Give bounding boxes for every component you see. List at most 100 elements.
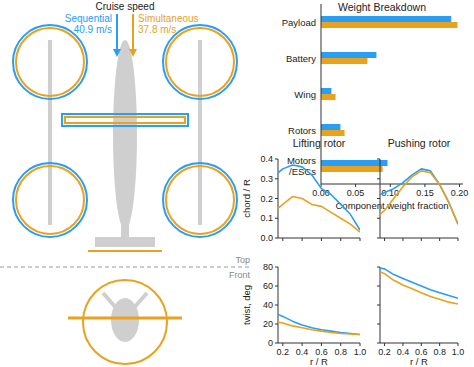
tick bbox=[459, 184, 460, 187]
boom bbox=[198, 40, 202, 225]
tick bbox=[402, 238, 403, 241]
tick bbox=[439, 343, 440, 346]
config-speed: 40.9 m/s bbox=[74, 24, 112, 35]
tick bbox=[377, 198, 380, 199]
divider bbox=[0, 267, 252, 268]
rotor-simultaneous bbox=[166, 28, 234, 96]
chart-title: Weight Breakdown bbox=[338, 1, 426, 13]
label-line: Motors bbox=[287, 155, 316, 166]
lines bbox=[380, 169, 458, 224]
series-line bbox=[380, 272, 458, 304]
tick bbox=[390, 184, 391, 187]
tick-label: 0.05 bbox=[347, 188, 365, 198]
tick bbox=[275, 267, 278, 268]
tick bbox=[384, 343, 385, 346]
cruise-arrow bbox=[116, 14, 118, 50]
axis-line bbox=[321, 184, 463, 185]
tick bbox=[377, 343, 380, 344]
series-line bbox=[380, 268, 458, 298]
tick-label: 20 bbox=[263, 319, 273, 329]
label-line: Battery bbox=[286, 53, 316, 64]
tick bbox=[302, 238, 303, 241]
tick-label: 40 bbox=[263, 300, 273, 310]
tick-label: 0.2 bbox=[378, 347, 391, 357]
axis-label: twist, deg bbox=[241, 285, 252, 325]
tick bbox=[355, 184, 356, 187]
bar bbox=[321, 160, 387, 166]
series-line bbox=[278, 197, 360, 233]
tick bbox=[275, 286, 278, 287]
rotor-simultaneous bbox=[16, 28, 84, 96]
axis-line bbox=[380, 238, 458, 239]
tick bbox=[360, 238, 361, 241]
tick-label: 0.3 bbox=[260, 174, 273, 184]
fuselage bbox=[113, 40, 137, 230]
bar bbox=[321, 166, 383, 172]
tick bbox=[377, 178, 380, 179]
wing-sequential bbox=[62, 114, 188, 126]
tick bbox=[377, 305, 380, 306]
wing-simultaneous bbox=[65, 117, 185, 123]
tick bbox=[321, 238, 322, 241]
bar bbox=[321, 124, 340, 130]
tick bbox=[275, 305, 278, 306]
tick bbox=[377, 238, 380, 239]
bar bbox=[321, 94, 336, 100]
view-label: Front bbox=[229, 270, 251, 280]
figure: Cruise speedSequential40.9 m/sSimultaneo… bbox=[0, 0, 474, 367]
tick bbox=[377, 159, 380, 160]
diagram: Cruise speedSequential40.9 m/sSimultaneo… bbox=[0, 1, 252, 364]
cruise-arrow bbox=[132, 14, 134, 50]
tick-label: 60 bbox=[263, 281, 273, 291]
lines bbox=[278, 165, 360, 232]
category-label: Battery bbox=[286, 53, 316, 64]
chart-title: Pushing rotor bbox=[388, 137, 451, 149]
tick bbox=[458, 343, 459, 346]
rotor-sequential bbox=[163, 163, 237, 237]
bar bbox=[321, 16, 451, 22]
tick bbox=[282, 238, 283, 241]
axis-line bbox=[278, 343, 360, 344]
tick-label: 0.4 bbox=[296, 347, 309, 357]
tick bbox=[377, 324, 380, 325]
tick-label: 0.2 bbox=[260, 194, 273, 204]
tick bbox=[421, 343, 422, 346]
tick-label: 0.1 bbox=[260, 213, 273, 223]
category-label: Rotors bbox=[288, 125, 316, 136]
line-chart: Pushing rotor bbox=[377, 137, 458, 241]
line-chart: Lifting rotor0.00.10.20.30.4chord / R bbox=[241, 137, 360, 243]
tick bbox=[458, 238, 459, 241]
boom bbox=[48, 40, 52, 225]
tick bbox=[424, 184, 425, 187]
config-name: Simultaneous bbox=[138, 13, 199, 24]
axis-label: r / R bbox=[410, 356, 428, 367]
rotor-simultaneous bbox=[16, 166, 84, 234]
arrow-head bbox=[129, 49, 137, 57]
bar bbox=[321, 88, 331, 94]
tick bbox=[275, 218, 278, 219]
rotor-simultaneous bbox=[166, 166, 234, 234]
tick bbox=[377, 267, 380, 268]
tick-label: 0.20 bbox=[451, 188, 469, 198]
tick bbox=[275, 238, 278, 239]
axis-label: chord / R bbox=[241, 179, 252, 218]
tick-label: 0.0 bbox=[260, 233, 273, 243]
category-label: Payload bbox=[282, 17, 316, 28]
lines bbox=[278, 315, 360, 335]
view-label: Top bbox=[235, 255, 250, 265]
tick-label: 0.4 bbox=[260, 154, 273, 164]
tick bbox=[282, 343, 283, 346]
label-line: Rotors bbox=[288, 125, 316, 136]
tick bbox=[321, 343, 322, 346]
tick-label: 0 bbox=[268, 338, 273, 348]
tick-label: 1.0 bbox=[354, 347, 367, 357]
label-line: Payload bbox=[282, 17, 316, 28]
tick-label: 0.15 bbox=[416, 188, 434, 198]
tail-plane bbox=[95, 237, 155, 247]
bar-chart: Weight BreakdownPayloadBatteryWingRotors… bbox=[282, 1, 469, 211]
tick bbox=[275, 324, 278, 325]
tick bbox=[275, 198, 278, 199]
tick-label: 0.4 bbox=[397, 347, 410, 357]
series-line bbox=[380, 171, 458, 224]
config-speed: 37.8 m/s bbox=[138, 24, 176, 35]
